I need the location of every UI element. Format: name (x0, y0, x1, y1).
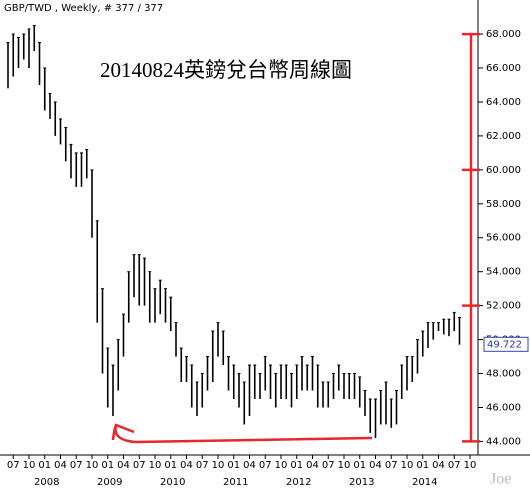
x-tick-label: 01 (227, 460, 240, 471)
y-tick-label: 62.000 (486, 131, 521, 142)
x-tick-label: 10 (212, 460, 225, 471)
header: GBP/TWD , Weekly, # 377 / 377 (4, 3, 163, 14)
chart-title: 20140824英鎊兌台幣周線圖 (100, 58, 352, 82)
y-tick-label: 46.000 (486, 402, 521, 413)
y-tick-label: 54.000 (486, 267, 521, 278)
x-tick-label: 10 (86, 460, 99, 471)
year-label: 2009 (97, 477, 122, 488)
y-tick-label: 52.000 (486, 301, 521, 312)
x-tick-label: 10 (149, 460, 162, 471)
x-tick-label: 07 (70, 460, 83, 471)
x-tick-label: 07 (385, 460, 398, 471)
x-tick-label: 07 (322, 460, 335, 471)
x-tick-label: 10 (338, 460, 351, 471)
x-tick-label: 10 (464, 460, 477, 471)
x-tick-label: 10 (401, 460, 414, 471)
y-tick-label: 56.000 (486, 233, 521, 244)
x-tick-label: 01 (164, 460, 177, 471)
x-tick-label: 01 (416, 460, 429, 471)
x-tick-label: 04 (306, 460, 319, 471)
x-tick-label: 07 (448, 460, 461, 471)
x-tick-label: 10 (23, 460, 36, 471)
year-label: 2011 (223, 477, 248, 488)
x-tick-label: 01 (38, 460, 51, 471)
x-tick-label: 07 (259, 460, 272, 471)
x-tick-label: 01 (101, 460, 114, 471)
x-tick-label: 04 (54, 460, 67, 471)
watermark: Joe (490, 471, 511, 488)
x-tick-label: 04 (432, 460, 445, 471)
x-tick-label: 10 (275, 460, 288, 471)
x-tick-label: 07 (7, 460, 20, 471)
y-tick-label: 48.000 (486, 369, 521, 380)
x-tick-label: 04 (243, 460, 256, 471)
x-tick-label: 04 (180, 460, 193, 471)
y-tick-label: 68.000 (486, 29, 521, 40)
x-tick-label: 07 (133, 460, 146, 471)
y-tick-label: 58.000 (486, 199, 521, 210)
x-tick-label: 04 (369, 460, 382, 471)
year-label: 2012 (286, 477, 311, 488)
y-tick-label: 60.000 (486, 165, 521, 176)
x-tick-label: 01 (353, 460, 366, 471)
x-tick-label: 01 (290, 460, 303, 471)
last-value-label: 49.722 (487, 339, 522, 350)
year-label: 2014 (412, 477, 437, 488)
annotation-arrow (111, 423, 373, 444)
year-label: 2008 (34, 477, 59, 488)
y-tick-label: 66.000 (486, 63, 521, 74)
x-tick-label: 07 (196, 460, 209, 471)
last-value-box (483, 336, 529, 352)
year-label: 2013 (349, 477, 374, 488)
year-label: 2010 (160, 477, 185, 488)
x-tick-label: 04 (117, 460, 130, 471)
y-tick-label: 44.000 (486, 436, 521, 447)
y-tick-label: 64.000 (486, 97, 521, 108)
